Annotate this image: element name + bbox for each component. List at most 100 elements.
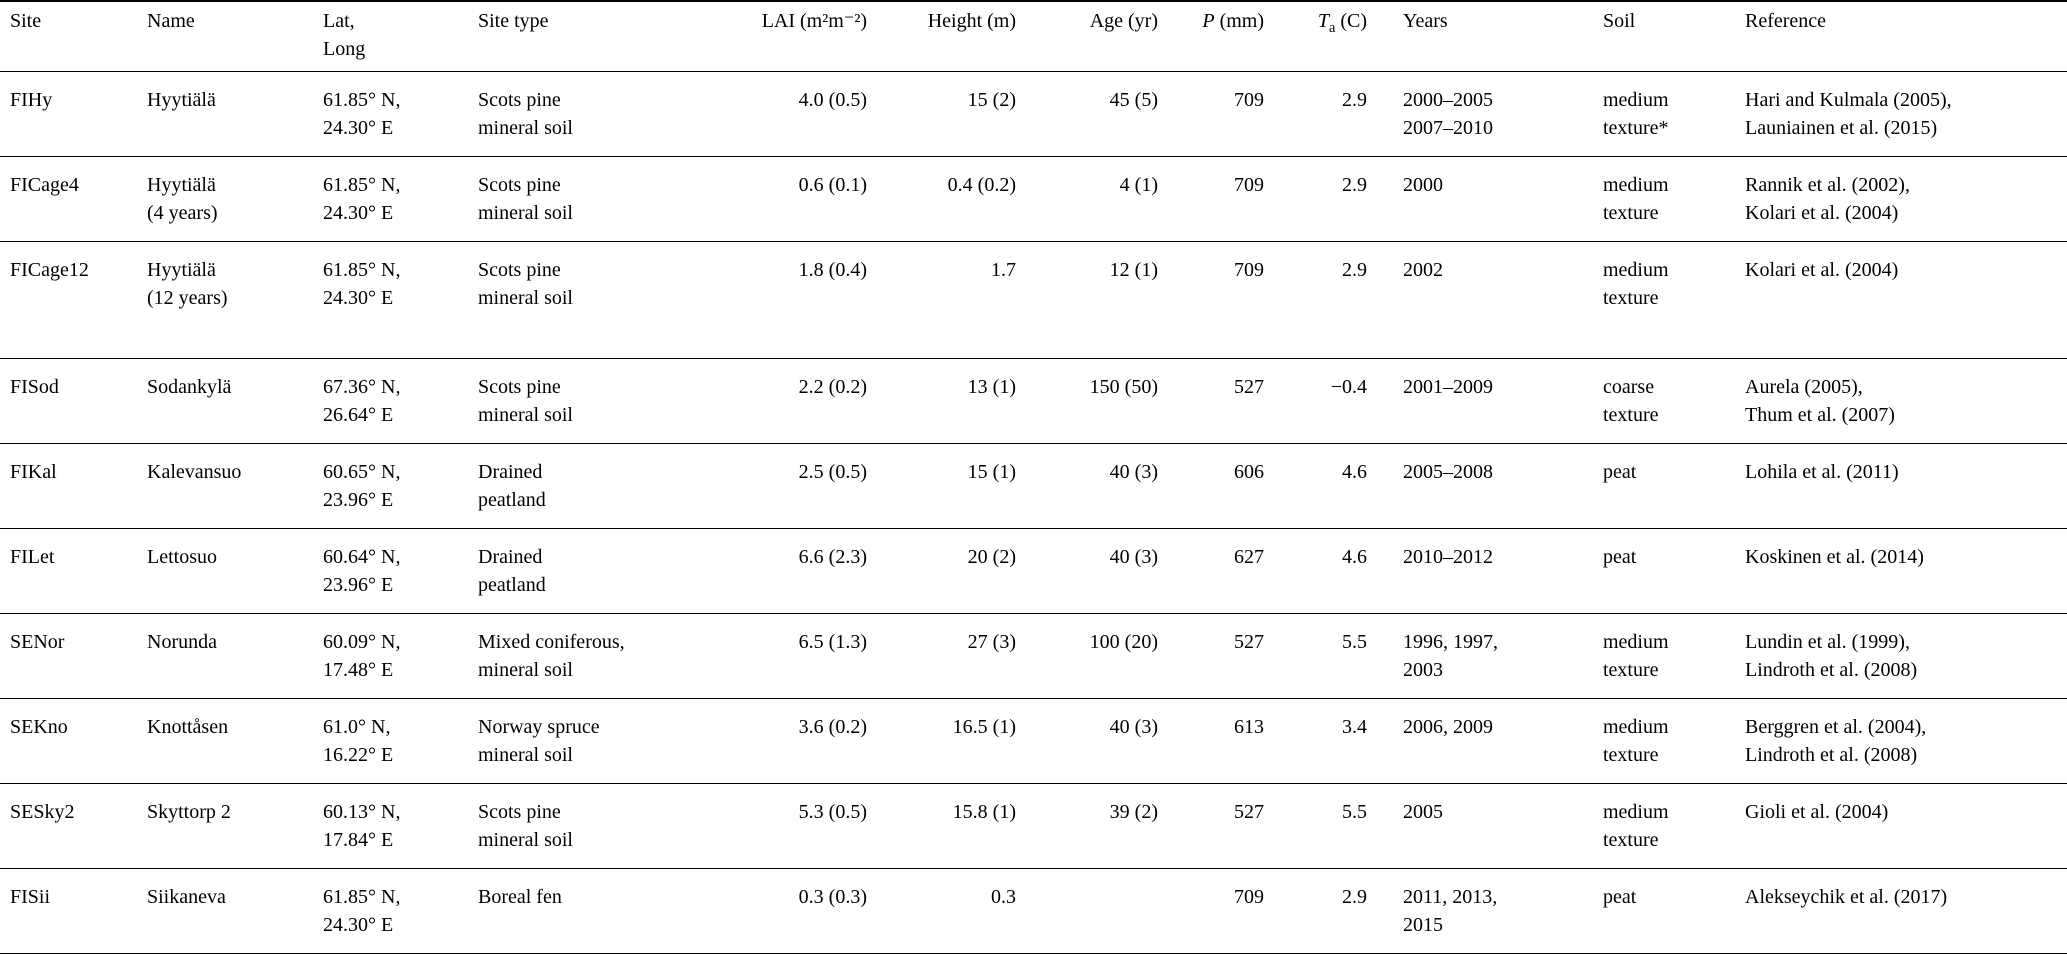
p-unit: (mm): [1214, 10, 1264, 32]
header-label: Name: [147, 10, 195, 32]
cell-p: 527: [1158, 784, 1264, 869]
cell-ta: 2.9: [1264, 242, 1367, 359]
ta-subscript: a: [1328, 20, 1336, 36]
table-row-FIHy: FIHy Hyytiälä 61.85° N, 24.30° E Scots pine m…: [0, 72, 2067, 157]
cell-line: Mixed coniferous,: [478, 631, 625, 653]
cell-line: 527: [1234, 376, 1264, 398]
cell-reference: Alekseychik et al. (2017): [1745, 869, 2067, 954]
cell-years: 2002: [1367, 242, 1603, 359]
cell-line: 39 (2): [1109, 801, 1158, 823]
cell-line: peatland: [478, 574, 546, 596]
cell-sitetype: Mixed coniferous, mineral soil: [478, 614, 712, 699]
cell-line: 6.5 (1.3): [798, 631, 867, 653]
cell-sitetype: Norway spruce mineral soil: [478, 699, 712, 784]
cell-line: FICage12: [10, 259, 89, 281]
table-row-FICage12: FICage12 Hyytiälä (12 years) 61.85° N, 24.30…: [0, 242, 2067, 359]
cell-line: texture: [1603, 829, 1659, 851]
cell-years: 2005–2008: [1367, 444, 1603, 529]
cell-height: 0.4 (0.2): [867, 157, 1016, 242]
cell-line: 2002: [1403, 259, 1443, 281]
cell-site: FISod: [0, 359, 147, 444]
column-header-p: P (mm): [1158, 1, 1264, 72]
cell-line: medium: [1603, 174, 1669, 196]
cell-line: 27 (3): [967, 631, 1016, 653]
cell-lai: 0.3 (0.3): [712, 869, 867, 954]
cell-name: Sodankylä: [147, 359, 323, 444]
cell-site: FIHy: [0, 72, 147, 157]
cell-height: 15 (2): [867, 72, 1016, 157]
table-row-FICage4: FICage4 Hyytiälä (4 years) 61.85° N, 24.30° …: [0, 157, 2067, 242]
cell-line: 4.6: [1342, 461, 1367, 483]
cell-line: FIHy: [10, 89, 53, 111]
cell-age: 12 (1): [1016, 242, 1158, 359]
cell-latlong: 67.36° N, 26.64° E: [323, 359, 478, 444]
cell-name: Siikaneva: [147, 869, 323, 954]
cell-sitetype: Drained peatland: [478, 529, 712, 614]
cell-line: (4 years): [147, 202, 218, 224]
cell-line: 606: [1234, 461, 1264, 483]
cell-years: 2005: [1367, 784, 1603, 869]
cell-p: 709: [1158, 242, 1264, 359]
cell-site: FIKal: [0, 444, 147, 529]
cell-latlong: 61.85° N, 24.30° E: [323, 869, 478, 954]
cell-line: 4.6: [1342, 546, 1367, 568]
header-label: Years: [1403, 10, 1448, 32]
cell-sitetype: Scots pine mineral soil: [478, 359, 712, 444]
header-label: Soil: [1603, 10, 1636, 32]
cell-height: 13 (1): [867, 359, 1016, 444]
cell-ta: −0.4: [1264, 359, 1367, 444]
cell-p: 527: [1158, 614, 1264, 699]
cell-ta: 5.5: [1264, 784, 1367, 869]
cell-p: 627: [1158, 529, 1264, 614]
cell-lai: 2.5 (0.5): [712, 444, 867, 529]
cell-site: FISii: [0, 869, 147, 954]
cell-reference: Berggren et al. (2004), Lindroth et al. (…: [1745, 699, 2067, 784]
cell-ta: 2.9: [1264, 72, 1367, 157]
cell-line: Gioli et al. (2004): [1745, 801, 1889, 823]
cell-reference: Rannik et al. (2002), Kolari et al. (2004…: [1745, 157, 2067, 242]
cell-reference: Aurela (2005), Thum et al. (2007): [1745, 359, 2067, 444]
column-header-sitetype: Site type: [478, 1, 712, 72]
cell-years: 2010–2012: [1367, 529, 1603, 614]
cell-line: texture: [1603, 744, 1659, 766]
column-header-lai: LAI (m²m⁻²): [712, 1, 867, 72]
ta-unit: (C): [1335, 10, 1367, 32]
cell-line: Lundin et al. (1999),: [1745, 631, 1910, 653]
cell-line: 2.9: [1342, 259, 1367, 281]
cell-line: FILet: [10, 546, 55, 568]
cell-line: 2.9: [1342, 886, 1367, 908]
table-header: Site Name Lat, Long Site type LAI (m²m⁻²) Heig…: [0, 1, 2067, 72]
cell-line: texture: [1603, 287, 1659, 309]
cell-reference: Gioli et al. (2004): [1745, 784, 2067, 869]
cell-line: 40 (3): [1109, 546, 1158, 568]
cell-years: 2006, 2009: [1367, 699, 1603, 784]
cell-latlong: 60.64° N, 23.96° E: [323, 529, 478, 614]
cell-line: 2006, 2009: [1403, 716, 1493, 738]
column-header-years: Years: [1367, 1, 1603, 72]
cell-line: 60.09° N,: [323, 631, 401, 653]
cell-line: 61.0° N,: [323, 716, 391, 738]
cell-line: −0.4: [1330, 376, 1367, 398]
cell-line: 2000: [1403, 174, 1443, 196]
cell-p: 613: [1158, 699, 1264, 784]
cell-line: 45 (5): [1109, 89, 1158, 111]
cell-line: mineral soil: [478, 202, 573, 224]
cell-line: 24.30° E: [323, 202, 394, 224]
cell-site: SESky2: [0, 784, 147, 869]
cell-height: 0.3: [867, 869, 1016, 954]
cell-line: Thum et al. (2007): [1745, 404, 1895, 426]
cell-latlong: 61.85° N, 24.30° E: [323, 157, 478, 242]
cell-line: Knottåsen: [147, 716, 229, 738]
cell-ta: 4.6: [1264, 529, 1367, 614]
cell-line: 13 (1): [967, 376, 1016, 398]
cell-line: 6.6 (2.3): [798, 546, 867, 568]
cell-line: 16.22° E: [323, 744, 394, 766]
cell-line: 20 (2): [967, 546, 1016, 568]
cell-latlong: 60.13° N, 17.84° E: [323, 784, 478, 869]
cell-line: Scots pine: [478, 376, 561, 398]
p-symbol: P: [1202, 10, 1215, 32]
cell-height: 1.7: [867, 242, 1016, 359]
cell-line: 12 (1): [1109, 259, 1158, 281]
